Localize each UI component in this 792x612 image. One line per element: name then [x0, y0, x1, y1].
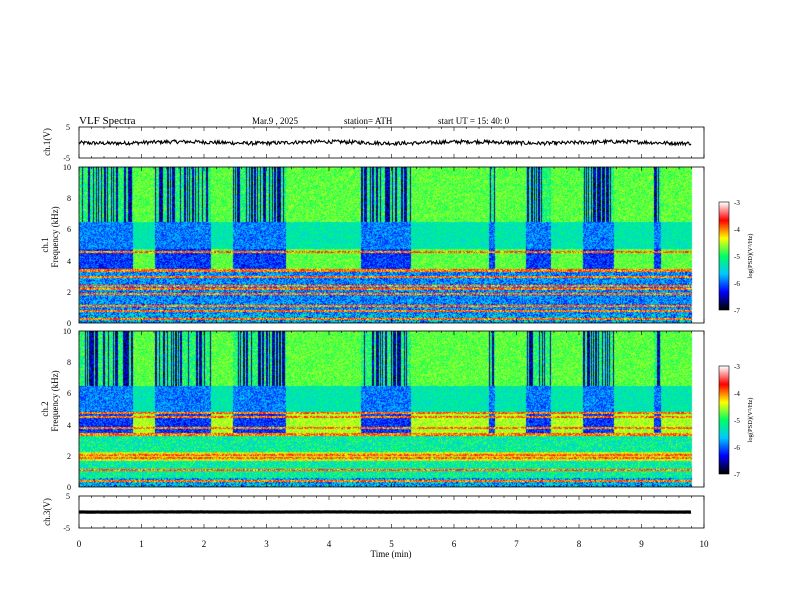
x-tick-label: 9: [639, 539, 644, 549]
ch2-cbar-tick-m3: -3: [734, 363, 740, 371]
ch2-ylabel-frequency: Frequency (kHz): [50, 370, 60, 431]
ch2-colorbar-label: log(PSD)(V²/Hz): [747, 398, 754, 443]
ch2-ytick-4: 4: [67, 421, 71, 430]
ch3-waveform-panel: 5 -5 ch.3(V): [42, 492, 705, 533]
ch1-ytick-4: 4: [67, 257, 71, 266]
ch2-spectrogram-image: [79, 331, 704, 487]
x-tick-label: 10: [700, 539, 710, 549]
ch1-waveform-ylabel: ch.1(V): [42, 128, 52, 156]
ch1-ytick-10: 10: [63, 163, 71, 172]
header-station: station= ATH: [344, 116, 393, 126]
header-date: Mar.9 , 2025: [252, 116, 298, 126]
ch1-colorbar-label: log(PSD)(V²/Hz): [747, 234, 754, 279]
x-tick-label: 4: [327, 539, 332, 549]
ch1-ylabel-frequency: Frequency (kHz): [50, 206, 60, 267]
x-tick-label: 5: [389, 539, 394, 549]
x-axis-label: Time (min): [371, 549, 412, 559]
ch1-colorbar-gradient: [719, 202, 729, 310]
ch3-waveform-ticks: [78, 496, 705, 528]
ch2-ytick-10: 10: [63, 327, 71, 336]
ch2-cbar-tick-m4: -4: [734, 390, 740, 398]
ch2-ytick-8: 8: [67, 358, 71, 367]
ch1-ytick-top: 5: [66, 123, 70, 132]
x-axis-tick-labels: 0 1 2 3 4 5 6 7 8 9 10: [77, 539, 709, 549]
ch2-cbar-tick-m6: -6: [734, 444, 740, 452]
ch1-colorbar-frame: [718, 201, 730, 311]
ch1-ylabel-channel: ch.1: [40, 237, 50, 252]
header-start-time: start UT = 15: 40: 0: [438, 116, 510, 126]
ch1-cbar-tick-m7: -7: [734, 307, 740, 315]
ch1-ytick-6: 6: [67, 225, 71, 234]
ch1-ytick-0: 0: [67, 319, 71, 328]
ch1-waveform-panel: 5 -5 ch.1(V): [42, 123, 705, 163]
ch1-spectrogram-image: [79, 167, 704, 323]
ch1-waveform-ticks: [78, 127, 705, 158]
ch2-ylabel-channel: ch.2: [40, 401, 50, 416]
ch2-spectrogram-ticks: [78, 331, 705, 487]
ch2-cbar-tick-m5: -5: [734, 417, 740, 425]
ch1-ytick-bottom: -5: [63, 154, 70, 163]
ch1-spectrogram-ticks: [78, 167, 705, 323]
ch1-cbar-tick-m6: -6: [734, 280, 740, 288]
ch1-waveform-trace: [78, 138, 692, 147]
x-tick-label: 0: [77, 539, 82, 549]
x-tick-label: 1: [139, 539, 144, 549]
x-tick-label: 2: [202, 539, 207, 549]
ch2-ytick-6: 6: [67, 389, 71, 398]
ch2-cbar-tick-m7: -7: [734, 471, 740, 479]
ch3-waveform-ylabel: ch.3(V): [42, 498, 52, 526]
ch1-cbar-tick-m3: -3: [734, 199, 740, 207]
ch3-ytick-top: 5: [66, 492, 70, 501]
ch1-cbar-tick-m5: -5: [734, 253, 740, 261]
x-tick-label: 3: [264, 539, 269, 549]
ch1-ytick-2: 2: [67, 288, 71, 297]
x-tick-label: 8: [577, 539, 582, 549]
ch1-cbar-tick-m4: -4: [734, 226, 740, 234]
ch2-spectrogram-panel: 0 2 4 6 8 10 ch.2 Frequency (kHz): [40, 327, 705, 492]
ch2-ytick-0: 0: [67, 483, 71, 492]
ch2-colorbar-gradient: [719, 366, 729, 474]
ch3-ytick-bottom: -5: [63, 524, 70, 533]
x-tick-label: 7: [514, 539, 519, 549]
ch1-waveform-frame: [78, 126, 705, 159]
ch1-spectrogram-panel: 0 2 4 6 8 10 ch.1 Frequency (kHz): [40, 163, 705, 328]
ch2-colorbar-frame: [718, 365, 730, 475]
ch2-colorbar: -3 -4 -5 -6 -7 log(PSD)(V²/Hz): [718, 363, 754, 479]
figure-title: VLF Spectra: [79, 115, 136, 127]
x-tick-label: 6: [452, 539, 457, 549]
ch2-ytick-2: 2: [67, 452, 71, 461]
ch1-ytick-8: 8: [67, 194, 71, 203]
ch1-colorbar: -3 -4 -5 -6 -7 log(PSD)(V²/Hz): [718, 199, 754, 315]
